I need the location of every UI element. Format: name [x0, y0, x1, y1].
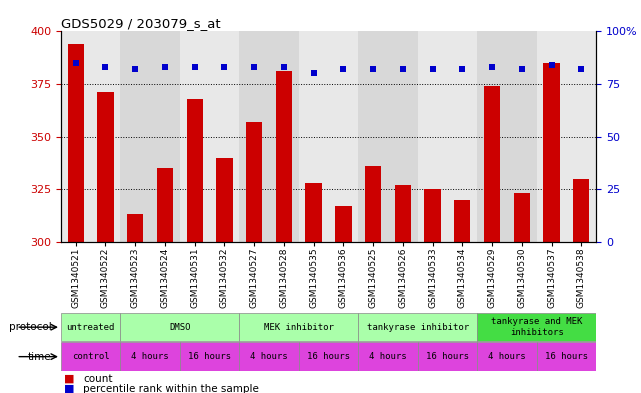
Point [338, 66, 349, 72]
Bar [97, 92, 113, 242]
Text: ■: ■ [64, 374, 74, 384]
Text: control: control [72, 352, 110, 361]
Bar [61, 313, 121, 341]
Bar [239, 313, 358, 341]
Bar [210, 31, 239, 242]
Point [71, 60, 81, 66]
Point [130, 66, 140, 72]
Point [517, 66, 527, 72]
Bar [507, 31, 537, 242]
Bar [216, 158, 233, 242]
Bar [477, 31, 507, 242]
Bar [328, 31, 358, 242]
Bar [567, 31, 596, 242]
Text: MEK inhibitor: MEK inhibitor [264, 323, 334, 332]
Bar [484, 86, 500, 242]
Bar [187, 99, 203, 242]
Bar [537, 342, 596, 371]
Text: time: time [28, 352, 51, 362]
Bar [388, 31, 418, 242]
Text: GDS5029 / 203079_s_at: GDS5029 / 203079_s_at [61, 17, 221, 30]
Bar [61, 342, 121, 371]
Bar [358, 31, 388, 242]
Point [457, 66, 467, 72]
Bar [61, 31, 90, 242]
Point [397, 66, 408, 72]
Text: protocol: protocol [8, 322, 51, 332]
Text: 16 hours: 16 hours [545, 352, 588, 361]
Bar [358, 342, 418, 371]
Text: percentile rank within the sample: percentile rank within the sample [83, 384, 259, 393]
Bar [418, 342, 477, 371]
Bar [157, 168, 173, 242]
Bar [67, 44, 84, 242]
Point [546, 62, 556, 68]
Bar [306, 183, 322, 242]
Point [160, 64, 170, 70]
Text: DMSO: DMSO [169, 323, 190, 332]
Bar [335, 206, 351, 242]
Point [219, 64, 229, 70]
Bar [365, 166, 381, 242]
Text: tankyrase and MEK
inhibitors: tankyrase and MEK inhibitors [491, 318, 582, 337]
Bar [180, 31, 210, 242]
Point [101, 64, 111, 70]
Text: count: count [83, 374, 113, 384]
Bar [299, 342, 358, 371]
Point [190, 64, 200, 70]
Point [308, 70, 319, 77]
Bar [454, 200, 470, 242]
Bar [90, 31, 121, 242]
Text: 4 hours: 4 hours [131, 352, 169, 361]
Bar [573, 178, 590, 242]
Text: 4 hours: 4 hours [369, 352, 407, 361]
Bar [150, 31, 180, 242]
Text: untreated: untreated [67, 323, 115, 332]
Point [368, 66, 378, 72]
Bar [418, 31, 447, 242]
Bar [477, 342, 537, 371]
Bar [395, 185, 411, 242]
Bar [358, 313, 477, 341]
Bar [239, 342, 299, 371]
Text: 16 hours: 16 hours [426, 352, 469, 361]
Point [279, 64, 289, 70]
Bar [513, 193, 530, 242]
Point [249, 64, 260, 70]
Text: tankyrase inhibitor: tankyrase inhibitor [367, 323, 469, 332]
Text: ■: ■ [64, 384, 74, 393]
Text: 4 hours: 4 hours [488, 352, 526, 361]
Bar [246, 122, 262, 242]
Bar [180, 342, 239, 371]
Bar [121, 342, 180, 371]
Bar [239, 31, 269, 242]
Bar [269, 31, 299, 242]
Bar [447, 31, 477, 242]
Point [487, 64, 497, 70]
Bar [537, 31, 567, 242]
Text: 16 hours: 16 hours [188, 352, 231, 361]
Bar [544, 63, 560, 242]
Bar [127, 214, 144, 242]
Text: 16 hours: 16 hours [307, 352, 350, 361]
Bar [121, 313, 239, 341]
Bar [121, 31, 150, 242]
Bar [477, 313, 596, 341]
Text: 4 hours: 4 hours [250, 352, 288, 361]
Bar [299, 31, 328, 242]
Point [576, 66, 587, 72]
Bar [424, 189, 441, 242]
Bar [276, 72, 292, 242]
Point [428, 66, 438, 72]
